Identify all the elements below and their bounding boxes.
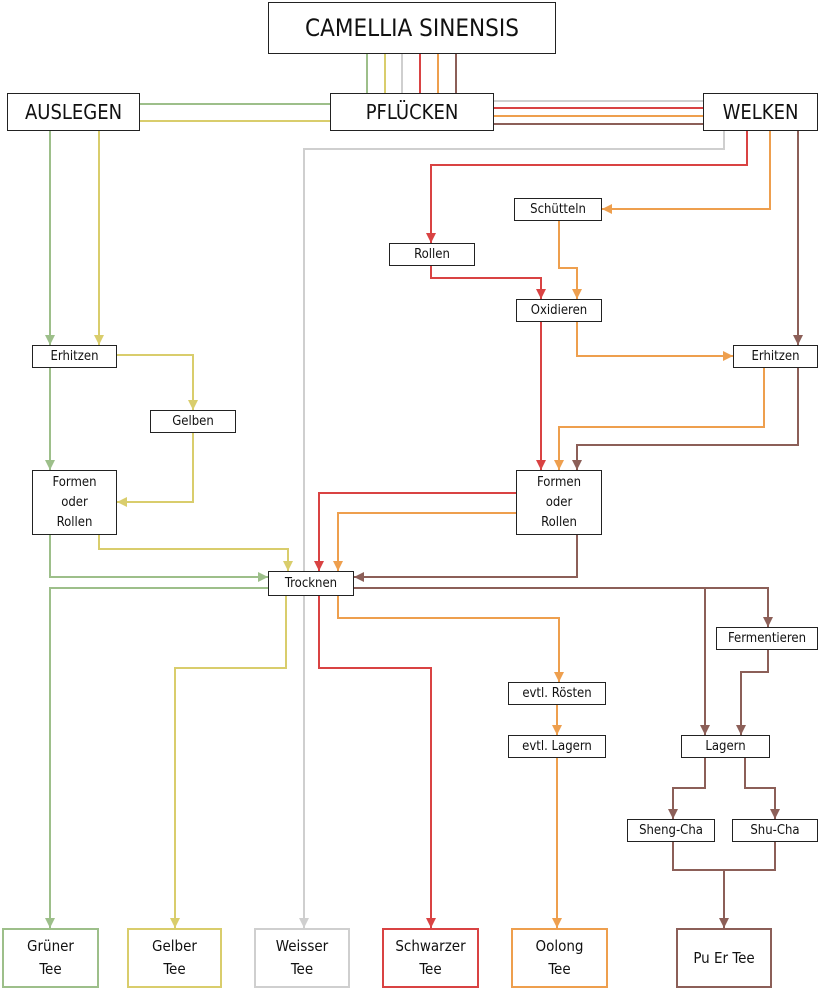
green-connector xyxy=(49,587,268,928)
node-gelben: Gelben xyxy=(150,410,236,433)
arrowhead-icon xyxy=(668,809,678,819)
node-oxidieren: Oxidieren xyxy=(516,299,602,322)
arrowhead-icon xyxy=(602,204,612,214)
brown-connector xyxy=(744,758,776,819)
brown-connector xyxy=(576,368,799,470)
arrowhead-icon xyxy=(572,460,582,470)
orange-connector xyxy=(576,322,733,357)
arrowhead-icon xyxy=(314,561,324,571)
arrowhead-icon xyxy=(770,809,780,819)
arrowhead-icon xyxy=(426,918,436,928)
node-erhitzen-left: Erhitzen xyxy=(32,345,117,368)
yellow-connector xyxy=(98,535,289,571)
yellow-connector xyxy=(117,354,194,410)
red-connector xyxy=(318,596,432,928)
node-lagern: Lagern xyxy=(681,735,770,758)
red-connector xyxy=(318,492,516,571)
arrowhead-icon xyxy=(536,289,546,299)
arrowhead-icon xyxy=(45,335,55,345)
red-connector xyxy=(430,266,542,299)
node-rollen: Rollen xyxy=(389,243,475,266)
arrowhead-icon xyxy=(736,725,746,735)
grey-connector xyxy=(303,131,725,928)
green-connector xyxy=(49,535,268,578)
orange-connector xyxy=(602,131,771,210)
result-weisser-tee: Weisser Tee xyxy=(254,928,350,988)
node-lagern-oolong: evtl. Lagern xyxy=(508,735,606,758)
arrowhead-icon xyxy=(536,460,546,470)
arrowhead-icon xyxy=(552,725,562,735)
yellow-connector xyxy=(117,433,194,503)
orange-connector xyxy=(337,512,516,571)
result-schwarzer-tee: Schwarzer Tee xyxy=(382,928,479,988)
arrowhead-icon xyxy=(572,289,582,299)
node-camellia-sinensis: CAMELLIA SINENSIS xyxy=(268,2,556,54)
brown-connector xyxy=(740,650,769,735)
node-formen-left: Formen oder Rollen xyxy=(32,470,117,535)
yellow-connector xyxy=(174,596,287,928)
arrowhead-icon xyxy=(94,335,104,345)
arrowhead-icon xyxy=(552,918,562,928)
arrowhead-icon xyxy=(723,351,733,361)
result-pu-er-tee: Pu Er Tee xyxy=(676,928,772,988)
orange-connector xyxy=(558,221,578,299)
node-formen-right: Formen oder Rollen xyxy=(516,470,602,535)
result-gelber-tee: Gelber Tee xyxy=(127,928,222,988)
arrowhead-icon xyxy=(763,617,773,627)
arrowhead-icon xyxy=(117,497,127,507)
node-fermentieren: Fermentieren xyxy=(716,627,818,650)
arrowhead-icon xyxy=(719,918,729,928)
arrowhead-icon xyxy=(700,725,710,735)
arrowhead-icon xyxy=(793,335,803,345)
arrowhead-icon xyxy=(554,460,564,470)
node-shu-cha: Shu-Cha xyxy=(732,819,818,842)
arrowhead-icon xyxy=(283,561,293,571)
red-connector xyxy=(430,131,748,243)
arrowhead-icon xyxy=(188,400,198,410)
result-oolong-tee: Oolong Tee xyxy=(511,928,608,988)
arrowhead-icon xyxy=(333,561,343,571)
arrowhead-icon xyxy=(170,918,180,928)
arrowhead-icon xyxy=(299,918,309,928)
result-gruener-tee: Grüner Tee xyxy=(2,928,99,988)
orange-connector xyxy=(337,596,560,682)
node-pfluecken: PFLÜCKEN xyxy=(330,93,494,131)
arrowhead-icon xyxy=(426,233,436,243)
arrowhead-icon xyxy=(45,460,55,470)
arrowhead-icon xyxy=(258,572,268,582)
node-schuetteln: Schütteln xyxy=(514,198,602,221)
brown-connector xyxy=(354,535,578,578)
orange-connector xyxy=(558,368,765,470)
node-trocknen: Trocknen xyxy=(268,571,354,596)
arrowhead-icon xyxy=(45,918,55,928)
node-erhitzen-right: Erhitzen xyxy=(733,345,818,368)
node-roesten: evtl. Rösten xyxy=(508,682,606,705)
brown-connector xyxy=(672,758,706,819)
arrowhead-icon xyxy=(354,572,364,582)
node-sheng-cha: Sheng-Cha xyxy=(627,819,715,842)
arrowhead-icon xyxy=(554,672,564,682)
node-welken: WELKEN xyxy=(703,93,818,131)
brown-connector xyxy=(672,842,776,871)
node-auslegen: AUSLEGEN xyxy=(7,93,140,131)
brown-connector xyxy=(354,587,769,627)
